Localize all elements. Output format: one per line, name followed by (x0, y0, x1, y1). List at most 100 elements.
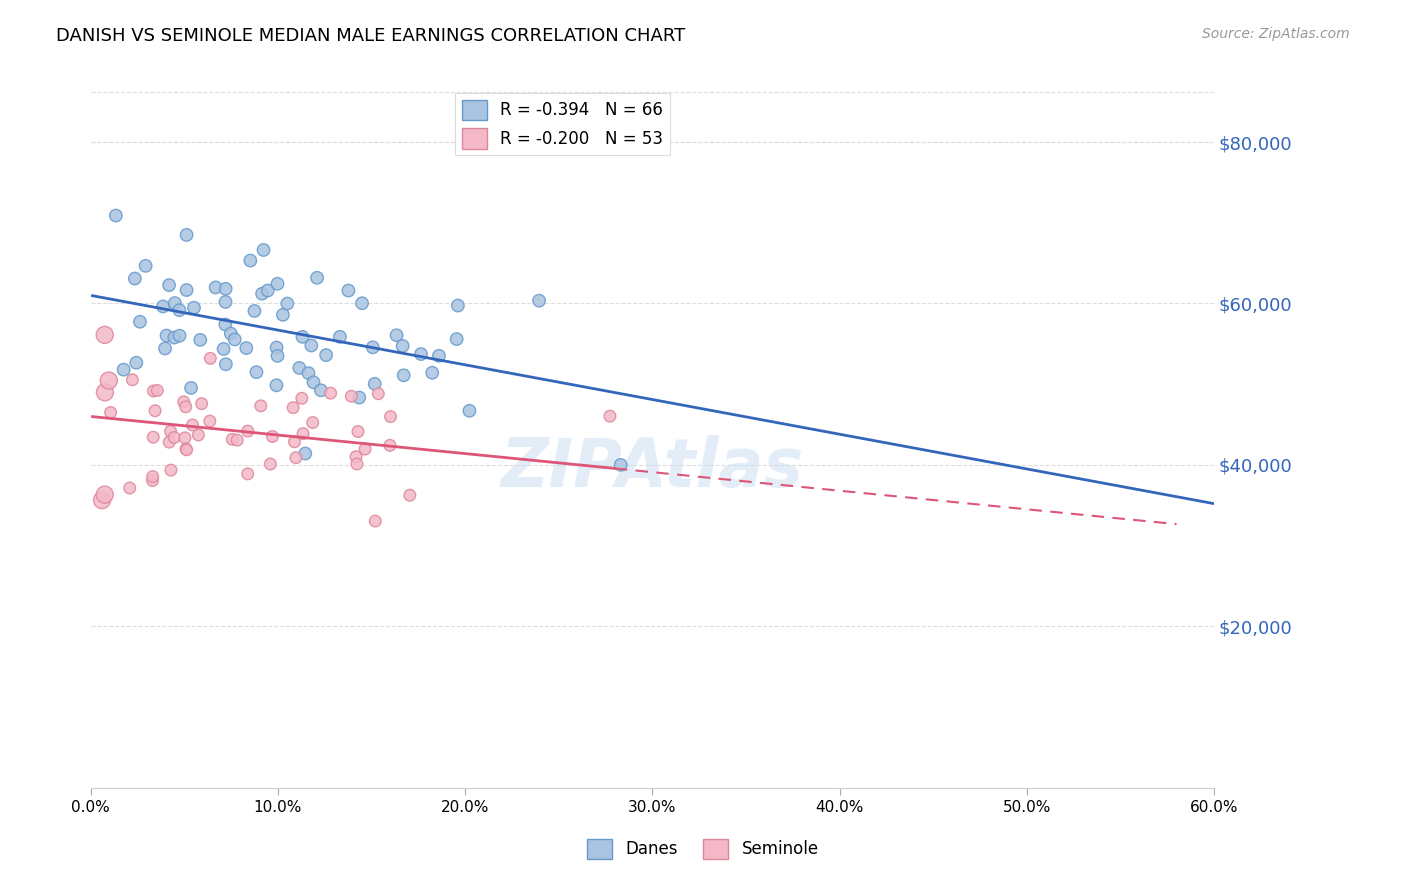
Point (190, 397, 212, 411)
Point (392, 368, 415, 383)
Point (262, 429, 284, 443)
Point (160, 463, 183, 477)
Point (599, 409, 621, 424)
Point (124, 271, 146, 285)
Point (174, 431, 197, 445)
Point (337, 284, 360, 298)
Point (180, 381, 202, 395)
Point (169, 303, 191, 318)
Point (364, 514, 387, 528)
Point (152, 300, 174, 314)
Point (94, 488, 117, 502)
Point (121, 373, 143, 387)
Point (420, 366, 443, 380)
Point (142, 469, 165, 483)
Point (266, 349, 288, 363)
Point (214, 295, 236, 310)
Point (112, 362, 135, 376)
Point (297, 366, 319, 380)
Point (329, 330, 352, 344)
Point (349, 391, 371, 405)
Point (294, 446, 316, 460)
Point (135, 259, 157, 273)
Point (363, 376, 385, 391)
Point (256, 284, 278, 298)
Point (174, 400, 197, 414)
Point (212, 342, 235, 356)
Point (283, 434, 305, 449)
Point (367, 386, 389, 401)
Point (385, 328, 408, 343)
Point (214, 318, 236, 332)
Point (146, 384, 169, 398)
Point (93, 327, 115, 342)
Point (236, 467, 259, 481)
Point (204, 280, 226, 294)
Point (143, 404, 166, 418)
Point (157, 435, 180, 450)
Point (409, 347, 432, 361)
Point (281, 401, 304, 415)
Point (340, 389, 363, 403)
Point (252, 243, 274, 257)
Text: Source: ZipAtlas.com: Source: ZipAtlas.com (1202, 27, 1350, 41)
Point (236, 424, 259, 438)
Point (245, 365, 267, 379)
Point (142, 474, 165, 488)
Point (142, 430, 165, 444)
Point (250, 286, 273, 301)
Point (315, 348, 337, 362)
Point (344, 450, 367, 464)
Point (187, 428, 209, 442)
Point (291, 392, 314, 406)
Point (284, 450, 307, 465)
Point (104, 209, 127, 223)
Point (118, 481, 141, 495)
Point (354, 442, 377, 456)
Point (291, 330, 314, 344)
Point (159, 425, 181, 439)
Point (361, 340, 384, 354)
Point (153, 342, 176, 356)
Point (527, 293, 550, 308)
Point (239, 253, 262, 268)
Point (219, 326, 242, 341)
Point (226, 433, 249, 447)
Point (319, 386, 342, 401)
Point (352, 296, 374, 310)
Point (427, 349, 450, 363)
Point (142, 384, 165, 398)
Point (129, 315, 152, 329)
Point (398, 488, 420, 502)
Point (299, 338, 322, 352)
Legend: R = -0.394   N = 66, R = -0.200   N = 53: R = -0.394 N = 66, R = -0.200 N = 53 (456, 93, 669, 155)
Point (458, 404, 481, 418)
Point (266, 378, 288, 392)
Point (447, 299, 470, 313)
Point (100, 405, 122, 419)
Point (215, 357, 238, 371)
Point (292, 426, 315, 441)
Point (183, 301, 205, 315)
Legend: Danes, Seminole: Danes, Seminole (581, 832, 825, 866)
Text: DANISH VS SEMINOLE MEDIAN MALE EARNINGS CORRELATION CHART: DANISH VS SEMINOLE MEDIAN MALE EARNINGS … (56, 27, 686, 45)
Point (157, 278, 180, 293)
Point (235, 341, 257, 355)
Point (309, 384, 332, 398)
Point (259, 457, 281, 471)
Point (155, 328, 177, 343)
Text: ZIPAtlas: ZIPAtlas (501, 435, 804, 501)
Point (609, 458, 631, 472)
Point (174, 442, 197, 456)
Point (94, 385, 117, 400)
Point (266, 341, 288, 355)
Point (198, 414, 221, 428)
Point (163, 430, 186, 444)
Point (302, 376, 325, 390)
Point (173, 394, 195, 409)
Point (271, 308, 294, 322)
Point (163, 296, 186, 310)
Point (249, 399, 271, 413)
Point (378, 438, 401, 452)
Point (188, 333, 211, 347)
